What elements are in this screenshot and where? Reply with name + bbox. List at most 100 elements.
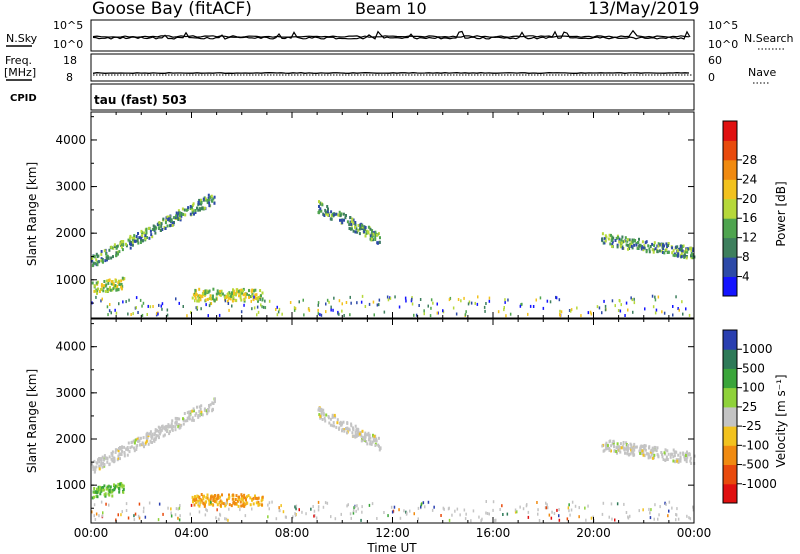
echo-cell	[643, 244, 646, 248]
echo-cell	[123, 452, 126, 456]
echo-cell	[204, 292, 207, 295]
echo-cell	[193, 212, 195, 216]
echo-cell	[632, 310, 634, 314]
echo-cell	[653, 244, 656, 247]
echo-cell	[196, 299, 199, 303]
colorbar-swatch	[723, 218, 737, 239]
echo-cell	[654, 247, 657, 251]
echo-cell	[144, 237, 147, 241]
echo-cell	[238, 495, 240, 499]
echo-cell	[325, 413, 328, 417]
echo-cell	[654, 503, 656, 507]
echo-cell	[656, 446, 659, 450]
echo-cell	[633, 448, 636, 452]
echo-cell	[685, 248, 688, 252]
echo-cell	[120, 513, 122, 517]
echo-cell	[622, 441, 625, 444]
echo-cell	[219, 512, 221, 516]
echo-cell	[108, 493, 111, 497]
echo-cell	[349, 216, 352, 219]
colorbar-frame	[722, 120, 738, 297]
echo-cell	[639, 446, 642, 450]
echo-cell	[318, 413, 321, 417]
echo-cell	[352, 434, 354, 438]
echo-cell	[228, 291, 231, 295]
echo-cell	[652, 248, 655, 252]
echo-cell	[248, 294, 250, 298]
echo-cell	[514, 510, 517, 514]
echo-cell	[623, 239, 626, 243]
echo-cell	[159, 430, 162, 434]
colorbar-swatch	[723, 330, 737, 350]
echo-cell	[319, 207, 322, 211]
echo-cell	[200, 404, 203, 408]
echo-cell	[174, 428, 177, 432]
echo-cell	[294, 505, 296, 509]
echo-cell	[625, 243, 628, 247]
echo-cell	[647, 456, 650, 460]
echo-cell	[447, 507, 450, 511]
echo-cell	[339, 214, 342, 218]
echo-cell	[142, 301, 145, 305]
echo-cell	[192, 500, 194, 504]
echo-cell	[282, 510, 285, 514]
time-axis-label: Time UT	[366, 541, 417, 554]
nsearch-tick-bottom: 10^0	[708, 38, 738, 51]
echo-cell	[240, 495, 243, 499]
echo-cell	[325, 212, 328, 216]
echo-cell	[200, 413, 203, 416]
echo-cell	[208, 405, 211, 409]
echo-cell	[170, 218, 173, 222]
echo-cell	[604, 304, 607, 308]
echo-cell	[317, 408, 320, 412]
echo-cell	[338, 422, 341, 425]
echo-cell	[108, 490, 111, 494]
echo-cell	[610, 449, 612, 453]
echo-cell	[239, 296, 242, 300]
echo-cell	[422, 501, 425, 505]
echo-cell	[157, 518, 160, 522]
echo-cell	[142, 436, 145, 440]
echo-cell	[354, 430, 357, 434]
echo-cell	[495, 518, 497, 522]
echo-cell	[642, 248, 645, 252]
echo-cell	[178, 518, 181, 522]
echo-cell	[317, 312, 320, 316]
echo-cell	[246, 495, 248, 499]
y-tick-label: 4000	[55, 340, 86, 354]
echo-cell	[97, 458, 100, 462]
echo-cell	[207, 193, 210, 197]
echo-cell	[157, 312, 159, 316]
echo-cell	[680, 255, 683, 259]
echo-cell	[239, 290, 242, 294]
echo-cell	[369, 227, 372, 231]
echo-cell	[130, 445, 133, 449]
echo-cell	[198, 198, 201, 202]
echo-cell	[143, 445, 145, 449]
echo-cell	[249, 295, 252, 299]
echo-cell	[683, 458, 686, 462]
echo-cell	[100, 252, 103, 256]
echo-cell	[629, 452, 632, 456]
echo-cell	[135, 448, 138, 451]
echo-cell	[653, 517, 655, 521]
echo-cell	[216, 503, 219, 507]
echo-cell	[671, 246, 674, 250]
nsearch-trace	[92, 29, 690, 38]
echo-cell	[166, 313, 169, 317]
echo-cell	[378, 303, 380, 307]
echo-cell	[163, 427, 166, 431]
echo-cell	[91, 257, 94, 260]
echo-cell	[620, 303, 622, 307]
echo-cell	[317, 301, 320, 305]
echo-cell	[204, 197, 207, 201]
echo-cell	[411, 302, 414, 306]
echo-cell	[351, 217, 354, 221]
echo-cell	[349, 295, 351, 299]
echo-cell	[558, 298, 561, 302]
echo-cell	[242, 500, 245, 504]
echo-cell	[164, 221, 167, 225]
echo-cell	[111, 454, 114, 458]
echo-cell	[612, 443, 615, 446]
echo-cell	[278, 307, 281, 311]
